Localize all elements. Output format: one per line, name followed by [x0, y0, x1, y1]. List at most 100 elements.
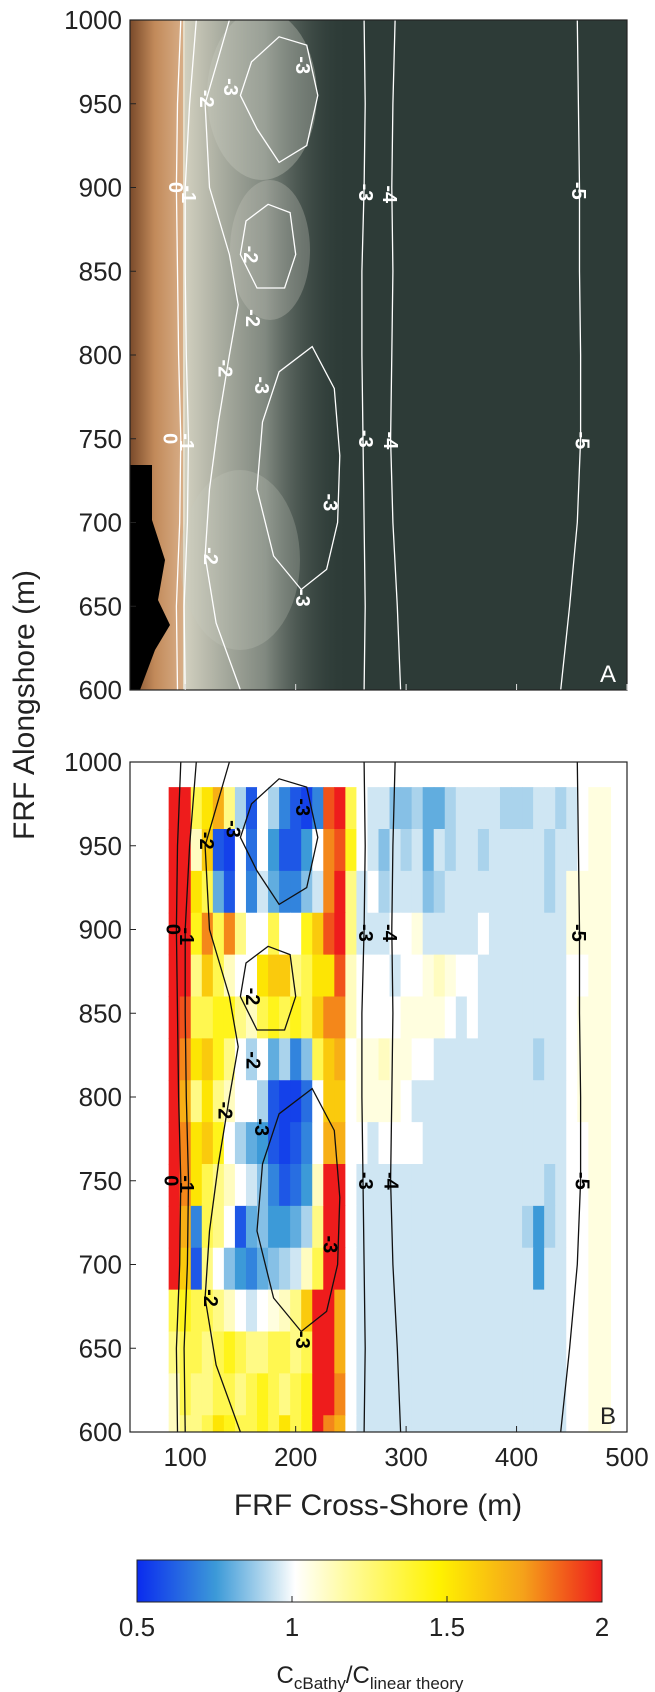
heatmap-cell [201, 1373, 214, 1416]
contour-label: -4 [379, 1172, 401, 1191]
heatmap-cell [378, 1415, 391, 1432]
heatmap-cell [378, 1247, 391, 1291]
contour-label: 0 [158, 433, 180, 444]
heatmap-cell [323, 1205, 335, 1249]
heatmap-cell [566, 912, 578, 956]
heatmap-cell [334, 1415, 346, 1432]
contour-label: -3 [319, 1236, 341, 1254]
heatmap-cell [168, 787, 181, 830]
y-tick-label: 650 [79, 591, 122, 621]
heatmap-cell [179, 1331, 192, 1374]
heatmap-cell [588, 1247, 600, 1291]
heatmap-cell [179, 1122, 192, 1165]
heatmap-cell [488, 1038, 501, 1081]
heatmap-cell [334, 912, 346, 956]
heatmap-cell [499, 1373, 512, 1416]
heatmap-cell [323, 1247, 335, 1291]
heatmap-cell [411, 787, 424, 830]
heatmap-cell [577, 1331, 589, 1374]
heatmap-cell [422, 1247, 435, 1291]
contour-label: -3 [319, 494, 341, 512]
heatmap-cell [488, 912, 501, 956]
heatmap-cell [168, 954, 181, 998]
heatmap-cell [599, 1122, 612, 1165]
heatmap-cell [345, 1289, 358, 1333]
heatmap-cell [577, 1038, 589, 1081]
heatmap-cell [312, 1289, 324, 1333]
heatmap-cell [279, 870, 291, 914]
heatmap-cell [411, 954, 424, 998]
heatmap-cell [400, 954, 413, 998]
heatmap-cell [533, 1080, 545, 1123]
heatmap-cell [334, 1038, 346, 1081]
heatmap-cell [190, 954, 203, 998]
y-tick-label: 950 [79, 89, 122, 119]
heatmap-cell [566, 1415, 578, 1432]
heatmap-cell [268, 1038, 280, 1081]
heatmap-cell [411, 1122, 424, 1165]
heatmap-cell [533, 1205, 545, 1249]
heatmap-cell [245, 1247, 258, 1291]
heatmap-cell [566, 870, 578, 914]
heatmap-cell [279, 1122, 291, 1165]
heatmap-cell [257, 996, 269, 1039]
heatmap-cell [422, 1373, 435, 1416]
heatmap-cell [533, 829, 545, 872]
heatmap-cell [499, 1080, 512, 1123]
heatmap-cell [511, 1247, 523, 1291]
heatmap-cell [312, 954, 324, 998]
heatmap-cell [268, 1331, 280, 1374]
heatmap-cell [455, 1289, 468, 1333]
heatmap-cell [411, 870, 424, 914]
heatmap-cell [533, 1164, 545, 1207]
heatmap-cell [234, 1373, 247, 1416]
x-tick-label: 300 [384, 1442, 427, 1472]
heatmap-cell [455, 912, 468, 956]
heatmap-cell [411, 1080, 424, 1123]
heatmap-cell [566, 1122, 578, 1165]
heatmap-cell [566, 1373, 578, 1416]
heatmap-cell [444, 870, 457, 914]
heatmap-cell [345, 1331, 358, 1374]
heatmap-cell [257, 1415, 269, 1432]
contour-label: -5 [570, 1172, 592, 1190]
heatmap-cell [588, 1415, 600, 1432]
heatmap-cell [466, 954, 479, 998]
heatmap-cell [168, 1247, 181, 1291]
heatmap-cell [499, 870, 512, 914]
heatmap-cell [212, 1205, 225, 1249]
x-tick-label: 200 [274, 1442, 317, 1472]
colorbar-label: CcBathy/Clinear theory [277, 1662, 464, 1692]
heatmap-cell [433, 1289, 446, 1333]
heatmap-cell [477, 787, 490, 830]
heatmap-cell [257, 1205, 269, 1249]
heatmap-cell [257, 1331, 269, 1374]
heatmap-cell [511, 829, 523, 872]
contour-label: 0 [160, 1175, 182, 1186]
heatmap-cell [201, 1164, 214, 1207]
heatmap-cell [345, 912, 358, 956]
heatmap-cell [345, 1373, 358, 1416]
colorbar-tick-label: 0.5 [119, 1612, 155, 1642]
heatmap-cell [279, 996, 291, 1039]
heatmap-cell [268, 1122, 280, 1165]
heatmap-cell [279, 954, 291, 998]
heatmap-cell [588, 787, 600, 830]
heatmap-cell [588, 870, 600, 914]
panel-b-label: B [600, 1403, 616, 1430]
heatmap-cell [466, 1373, 479, 1416]
heatmap-cell [544, 1331, 556, 1374]
colorbar-ticks: 0.5 1 1.5 2 [119, 1596, 609, 1642]
heatmap-cell [245, 912, 258, 956]
heatmap-cell [190, 1373, 203, 1416]
heatmap-cell [378, 1373, 391, 1416]
heatmap-cell [477, 1331, 490, 1374]
heatmap-cell [433, 1331, 446, 1374]
heatmap-cell [212, 1164, 225, 1207]
heatmap-cell [477, 1080, 490, 1123]
heatmap-cell [455, 870, 468, 914]
contour-line [175, 20, 182, 690]
y-tick-label: 650 [79, 1333, 122, 1363]
heatmap-cell [168, 1080, 181, 1123]
heatmap-cell [301, 870, 313, 914]
